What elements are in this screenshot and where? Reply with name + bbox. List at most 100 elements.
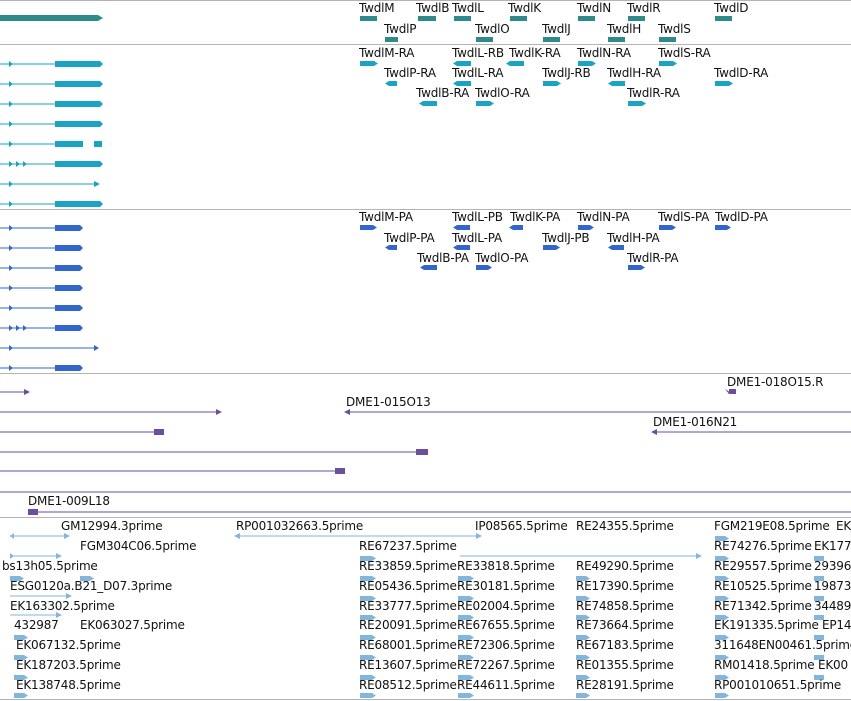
gene-feature[interactable] (628, 16, 645, 21)
est-label[interactable]: RE13607.5prime (359, 658, 457, 672)
est-label[interactable]: GM12994.3prime (61, 519, 163, 533)
gene-label[interactable]: TwdlP (384, 22, 417, 36)
gene-feature[interactable] (454, 16, 471, 21)
transcript-label[interactable]: TwdlL-RB (452, 46, 504, 60)
est-label[interactable]: RE49290.5prime (576, 559, 674, 573)
est-label[interactable]: EK00 (818, 658, 848, 672)
gene-label[interactable]: TwdlS (658, 22, 691, 36)
gene-feature[interactable] (418, 16, 436, 21)
gene-label[interactable]: TwdlD (714, 1, 749, 15)
gene-feature[interactable] (659, 37, 676, 42)
est-label[interactable]: RE20091.5prime (359, 618, 457, 632)
est-label[interactable]: RE10525.5prime (714, 579, 812, 593)
transcript-label[interactable]: TwdlD-RA (714, 66, 769, 80)
gene-label[interactable]: TwdlM (359, 1, 395, 15)
est-label[interactable]: EP14 (822, 618, 851, 632)
est-label[interactable]: RE28191.5prime (576, 678, 674, 692)
est-label[interactable]: 29396 (814, 559, 851, 573)
gene-feature[interactable] (543, 37, 560, 42)
protein-label[interactable]: TwdlR-PA (627, 251, 679, 265)
est-label[interactable]: RE74858.5prime (576, 599, 674, 613)
protein-label[interactable]: TwdlB-PA (417, 251, 469, 265)
est-label[interactable]: RE29557.5prime (714, 559, 812, 573)
gene-label[interactable]: TwdlL (452, 1, 484, 15)
protein-label[interactable]: TwdlL-PB (452, 210, 503, 224)
est-label[interactable]: RE30181.5prime (457, 579, 555, 593)
est-label[interactable]: EK177 (814, 539, 851, 553)
transcript-label[interactable]: TwdlO-RA (475, 86, 530, 100)
protein-label[interactable]: TwdlH-PA (607, 231, 660, 245)
est-label[interactable]: ESG0120a.B21_D07.3prime (10, 579, 173, 593)
est-label[interactable]: RE24355.5prime (576, 519, 674, 533)
protein-label[interactable]: TwdlO-PA (475, 251, 529, 265)
est-label[interactable]: RE71342.5prime (714, 599, 812, 613)
est-label[interactable]: RE67655.5prime (457, 618, 555, 632)
est-label[interactable]: RE67183.5prime (576, 638, 674, 652)
gene-feature[interactable] (608, 37, 625, 42)
transcript-label[interactable]: TwdlJ-RB (542, 66, 591, 80)
est-label[interactable]: RE44611.5prime (457, 678, 555, 692)
transcript-label[interactable]: TwdlL-RA (452, 66, 504, 80)
transcript-label[interactable]: TwdlM-RA (359, 46, 415, 60)
transcript-label[interactable]: TwdlN-RA (577, 46, 631, 60)
bac-clone-label[interactable]: DME1-016N21 (653, 415, 738, 429)
est-label[interactable]: EK163302.5prime (10, 599, 115, 613)
protein-label[interactable]: TwdlS-PA (658, 210, 710, 224)
protein-label[interactable]: TwdlN-PA (577, 210, 630, 224)
est-label[interactable]: RE72267.5prime (457, 658, 555, 672)
transcript-label[interactable]: TwdlH-RA (607, 66, 661, 80)
est-label[interactable]: RE74276.5prime (714, 539, 812, 553)
est-label[interactable]: 19873 (814, 579, 851, 593)
est-label[interactable]: 311648EN00461.5prime (714, 638, 851, 652)
gene-label[interactable]: TwdlO (475, 22, 510, 36)
est-label[interactable]: RP001010651.5prime (714, 678, 842, 692)
transcript-label[interactable]: TwdlP-RA (384, 66, 436, 80)
est-label[interactable]: RE67237.5prime (359, 539, 457, 553)
transcript-label[interactable]: TwdlB-RA (416, 86, 470, 100)
gene-feature[interactable] (578, 16, 595, 21)
gene-feature[interactable] (385, 37, 398, 42)
gene-feature[interactable] (476, 37, 493, 42)
bac-clone-label[interactable]: DME1-009L18 (28, 494, 110, 508)
bac-clone-label[interactable]: DME1-018O15.R (727, 375, 824, 389)
est-label[interactable]: EK067132.5prime (16, 638, 121, 652)
protein-label[interactable]: TwdlK-PA (510, 210, 561, 224)
protein-label[interactable]: TwdlD-PA (715, 210, 768, 224)
est-label[interactable]: 34489 (814, 599, 851, 613)
est-label[interactable]: EK (836, 519, 851, 533)
gene-label[interactable]: TwdlR (627, 1, 661, 15)
gene-feature[interactable] (715, 16, 732, 21)
est-label[interactable]: RE33777.5prime (359, 599, 457, 613)
est-label[interactable]: EK187203.5prime (16, 658, 121, 672)
est-label[interactable]: RM01418.5prime (714, 658, 815, 672)
transcript-label[interactable]: TwdlK-RA (509, 46, 561, 60)
est-label[interactable]: RE73664.5prime (576, 618, 674, 632)
gene-label[interactable]: TwdlB (416, 1, 450, 15)
gene-label[interactable]: TwdlH (607, 22, 642, 36)
est-label[interactable]: FGM304C06.5prime (80, 539, 197, 553)
est-label[interactable]: IP08565.5prime (475, 519, 568, 533)
gene-label[interactable]: TwdlN (577, 1, 612, 15)
est-label[interactable]: EK063027.5prime (80, 618, 185, 632)
est-label[interactable]: RE72306.5prime (457, 638, 555, 652)
transcript-label[interactable]: TwdlS-RA (658, 46, 711, 60)
protein-label[interactable]: TwdlJ-PB (542, 231, 590, 245)
est-label[interactable]: RP001032663.5prime (236, 519, 364, 533)
est-label[interactable]: bs13h05.5prime (2, 559, 98, 573)
est-label[interactable]: EK138748.5prime (16, 678, 121, 692)
bac-clone-label[interactable]: DME1-015O13 (346, 395, 431, 409)
protein-label[interactable]: TwdlL-PA (452, 231, 502, 245)
est-label[interactable]: EK191335.5prime (714, 618, 819, 632)
est-label[interactable]: RE02004.5prime (457, 599, 555, 613)
gene-feature[interactable] (360, 16, 377, 21)
transcript-label[interactable]: TwdlR-RA (627, 86, 680, 100)
est-label[interactable]: RE01355.5prime (576, 658, 674, 672)
est-label[interactable]: RE33818.5prime (457, 559, 555, 573)
gene-label[interactable]: TwdlK (508, 1, 541, 15)
gene-feature[interactable] (510, 16, 527, 21)
est-label[interactable]: 432987 (14, 618, 59, 632)
protein-label[interactable]: TwdlP-PA (384, 231, 435, 245)
gene-feature[interactable] (0, 15, 103, 21)
est-label[interactable]: RE05436.5prime (359, 579, 457, 593)
est-label[interactable]: RE17390.5prime (576, 579, 674, 593)
